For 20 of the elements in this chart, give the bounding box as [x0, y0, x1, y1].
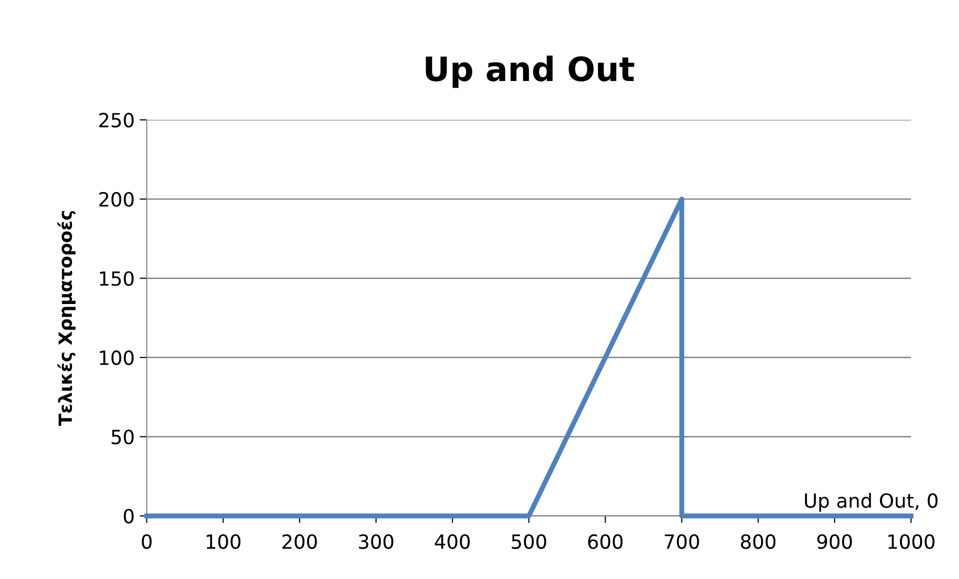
y-tick-label: 100	[100, 350, 134, 366]
x-tick-label: 600	[588, 534, 623, 549]
chart-title: Up and Out	[426, 56, 634, 88]
x-tick-label: 1000	[888, 534, 934, 549]
y-tick-label: 150	[100, 271, 134, 286]
x-tick-label: 700	[664, 534, 700, 549]
x-tick-label: 200	[282, 534, 317, 549]
y-tick-label: 250	[99, 112, 134, 128]
y-tick-label: 0	[124, 508, 134, 524]
x-tick-label: 500	[512, 534, 546, 549]
x-tick-label: 300	[358, 534, 394, 549]
y-axis-title: Τελικές Χρηματοροές	[57, 211, 76, 426]
x-tick-label: 900	[817, 534, 852, 549]
x-tick-label: 800	[740, 534, 776, 549]
x-tick-label: 0	[142, 534, 152, 549]
y-tick-label: 50	[112, 430, 134, 444]
y-tick-label: 200	[99, 192, 134, 207]
x-tick-label: 100	[206, 534, 240, 549]
x-tick-label: 400	[434, 534, 470, 549]
annotation: Up and Out, 0	[805, 492, 938, 512]
